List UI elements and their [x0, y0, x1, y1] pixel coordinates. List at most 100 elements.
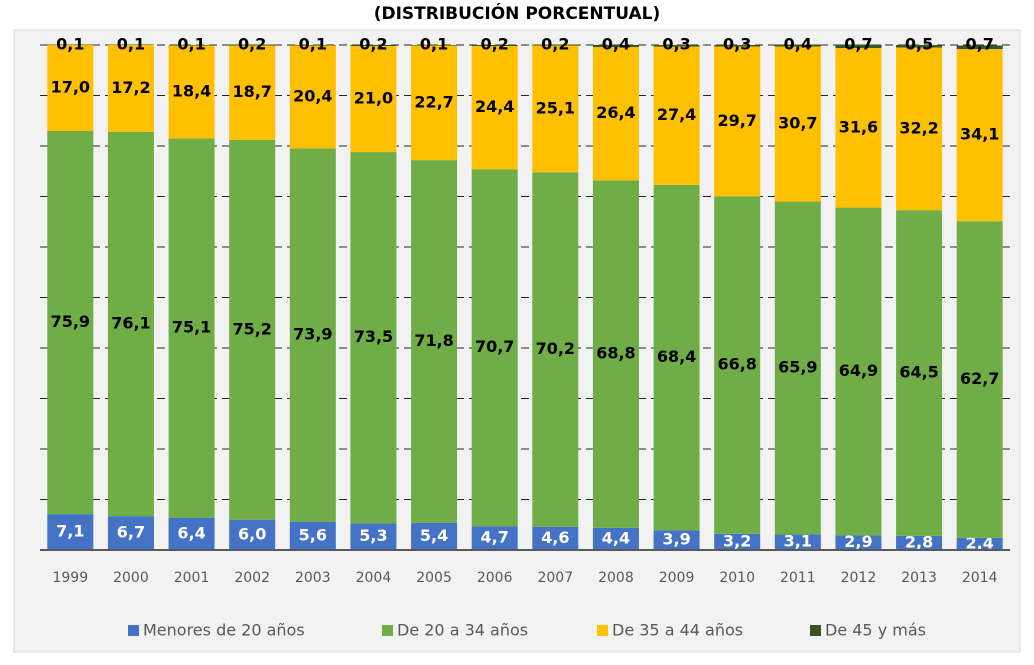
data-label: 71,8 [414, 331, 453, 350]
bar-segment [289, 45, 336, 149]
data-label: 5,3 [359, 526, 387, 545]
data-label: 0,2 [481, 35, 509, 54]
x-tick-label: 2012 [841, 570, 877, 586]
data-label: 0,4 [784, 35, 812, 54]
bar-segment [592, 47, 639, 181]
data-label: 75,9 [51, 312, 90, 331]
bar-segment [350, 523, 397, 550]
data-label: 75,2 [232, 319, 271, 338]
data-label: 0,5 [905, 35, 933, 54]
bar-segment [168, 517, 215, 550]
bar-segment [350, 45, 397, 47]
bar-segment [956, 221, 1003, 538]
bar-segment [896, 47, 943, 211]
bar-segment [471, 45, 518, 47]
legend-swatch [382, 625, 393, 636]
bar-segment [47, 514, 94, 550]
x-tick-label: 2007 [537, 570, 573, 586]
bar-segment [350, 152, 397, 524]
bar-segment [107, 516, 154, 550]
bar-segment [714, 46, 761, 197]
data-label: 68,8 [596, 344, 635, 363]
x-tick-label: 2000 [113, 570, 149, 586]
bar-segment [532, 526, 579, 550]
legend-label: De 35 a 44 años [612, 621, 743, 640]
data-label: 70,2 [536, 339, 575, 358]
data-label: 64,9 [839, 361, 878, 380]
data-label: 6,0 [238, 524, 266, 543]
bar-segment [532, 45, 579, 173]
bar-segment [896, 535, 943, 550]
data-label: 0,2 [359, 35, 387, 54]
bar-segment [229, 45, 276, 140]
bar-segment [47, 45, 94, 131]
data-label: 0,1 [299, 35, 327, 54]
data-label: 32,2 [899, 118, 938, 137]
data-label: 17,2 [111, 78, 150, 97]
x-tick-label: 2008 [598, 570, 634, 586]
data-label: 2,8 [905, 532, 933, 551]
bar-segment [956, 49, 1003, 222]
bar-segment [411, 45, 458, 46]
data-label: 4,7 [481, 528, 509, 547]
bar-segment [835, 48, 882, 208]
bar-segment [896, 210, 943, 536]
data-label: 0,1 [56, 35, 84, 54]
legend-label: De 20 a 34 años [397, 621, 528, 640]
bar-segment [774, 44, 821, 47]
data-label: 21,0 [354, 89, 393, 108]
data-label: 4,4 [602, 528, 630, 547]
data-label: 66,8 [717, 355, 756, 374]
bar-segment [774, 534, 821, 550]
data-label: 64,5 [899, 362, 938, 381]
legend-swatch [128, 625, 139, 636]
data-label: 3,1 [784, 532, 812, 551]
bar-segment [714, 45, 761, 47]
x-tick-label: 2011 [780, 570, 816, 586]
data-label: 6,7 [117, 523, 145, 542]
x-tick-label: 2010 [719, 570, 755, 586]
legend-label: De 45 y más [825, 621, 926, 640]
bar-segment [229, 139, 276, 520]
legend-label: Menores de 20 años [143, 621, 305, 640]
bar-segment [471, 526, 518, 550]
data-label: 70,7 [475, 337, 514, 356]
data-label: 5,4 [420, 526, 448, 545]
bar-segment [471, 169, 518, 527]
legend-swatch [810, 625, 821, 636]
bar-segment [956, 537, 1003, 550]
bar-segment [653, 45, 700, 47]
data-label: 0,1 [420, 35, 448, 54]
data-label: 6,4 [177, 523, 205, 542]
bar-segment [47, 130, 94, 515]
bar-segment [289, 148, 336, 522]
data-label: 24,4 [475, 97, 514, 116]
x-tick-label: 2002 [234, 570, 270, 586]
data-label: 0,4 [602, 35, 630, 54]
data-label: 65,9 [778, 357, 817, 376]
data-label: 27,4 [657, 105, 696, 124]
data-label: 76,1 [111, 314, 150, 333]
data-label: 26,4 [596, 103, 635, 122]
x-tick-label: 2005 [416, 570, 452, 586]
data-label: 0,7 [966, 35, 994, 54]
data-label: 2,4 [966, 533, 994, 552]
data-label: 75,1 [172, 318, 211, 337]
bar-segment [411, 522, 458, 550]
bar-segment [714, 196, 761, 534]
x-tick-label: 2013 [901, 570, 937, 586]
data-label: 0,7 [844, 35, 872, 54]
bar-segment [411, 45, 458, 161]
bar-segment [107, 131, 154, 517]
data-label: 0,1 [117, 35, 145, 54]
data-label: 2,9 [844, 532, 872, 551]
bar-segment [47, 44, 94, 45]
data-label: 0,1 [177, 35, 205, 54]
data-label: 3,2 [723, 531, 751, 550]
bar-segment [411, 160, 458, 523]
bar-segment [107, 44, 154, 45]
bar-segment [532, 44, 579, 46]
data-label: 0,2 [541, 35, 569, 54]
data-label: 22,7 [414, 92, 453, 111]
legend-swatch [597, 625, 608, 636]
